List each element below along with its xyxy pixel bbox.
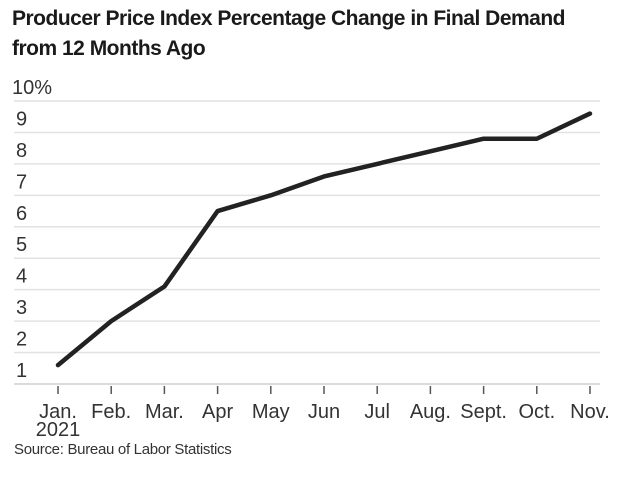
y-tick-label: 5 xyxy=(16,234,27,256)
source-note: Source: Bureau of Labor Statistics xyxy=(14,441,232,458)
y-tick-label: 4 xyxy=(16,266,27,288)
chart-title: Producer Price Index Percentage Change i… xyxy=(12,7,566,60)
x-tick-label: Mar. xyxy=(145,401,184,423)
y-tick-label: 1 xyxy=(16,360,27,382)
y-tick-label: 3 xyxy=(16,297,27,319)
x-tick-label: Jun xyxy=(308,401,340,423)
x-tick-label: Oct. xyxy=(518,401,555,423)
x-tick-label: Jan. xyxy=(39,401,77,423)
x-tick-label: Feb. xyxy=(91,401,131,423)
x-tick-label: Nov. xyxy=(570,401,610,423)
x-tick-label: Sept. xyxy=(460,401,507,423)
x-tick-label: Jul xyxy=(364,401,390,423)
x-tick-label: May xyxy=(252,401,290,423)
y-tick-label: 10% xyxy=(12,77,52,99)
x-tick-sublabel: 2021 xyxy=(36,419,81,441)
y-tick-label: 6 xyxy=(16,203,27,225)
y-tick-label: 7 xyxy=(16,171,27,193)
data-line xyxy=(55,111,593,368)
x-tick-label: Aug. xyxy=(410,401,451,423)
y-tick-label: 9 xyxy=(16,108,27,130)
y-tick-label: 8 xyxy=(16,140,27,162)
y-tick-label: 2 xyxy=(16,329,27,351)
x-tick-label: Apr xyxy=(202,401,233,423)
